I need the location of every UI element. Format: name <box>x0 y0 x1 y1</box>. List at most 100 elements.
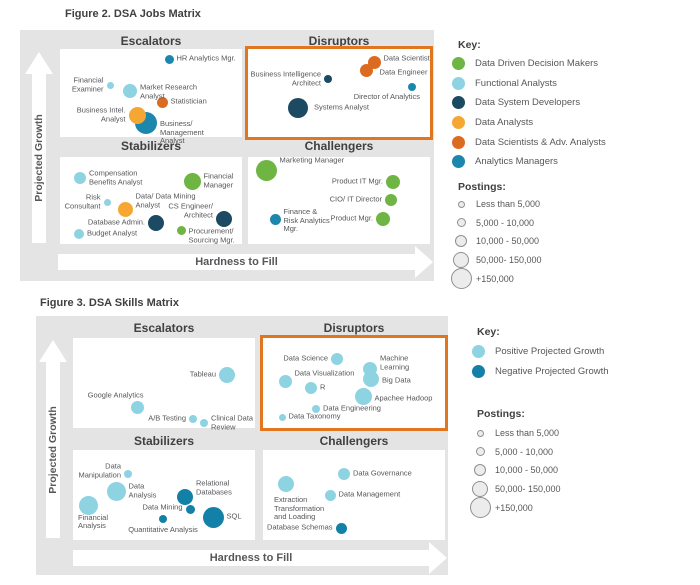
figure3-quadrant-box-stabilizers <box>73 450 255 540</box>
figure2-x-axis-arrow-icon <box>415 246 433 278</box>
key-item-label: Negative Projected Growth <box>495 365 609 377</box>
postings-item: 10,000 - 50,000 <box>469 461 561 480</box>
postings-size-cell <box>450 200 472 208</box>
figure3-quadrant-box-challengers <box>263 450 445 540</box>
postings-size-cell <box>469 447 491 457</box>
key-item-label: Data System Developers <box>475 97 581 109</box>
figure3-postings-list: Less than 5,000 5,000 - 10,000 10,000 - 50… <box>469 424 561 519</box>
figure3-quadrant-box-disruptors-highlighted <box>260 335 448 431</box>
figure3-y-axis-arrow-shaft <box>46 362 60 538</box>
figure3-y-axis-label: Projected Growth <box>47 406 59 494</box>
key-swatch-icon <box>452 135 465 149</box>
figure3-quadrant-title-stabilizers: Stabilizers <box>133 434 195 448</box>
postings-item-label: +150,000 <box>495 502 533 513</box>
postings-item-label: 10,000 - 50,000 <box>495 465 559 476</box>
figure2-quadrant-box-escalators <box>60 49 242 137</box>
postings-item-label: 50,000- 150,000 <box>495 484 561 495</box>
key-swatch-icon <box>452 116 465 130</box>
postings-item-label: Less than 5,000 <box>495 428 560 439</box>
figure2-key-list: Data Driven Decision Makers Functional An… <box>452 54 606 172</box>
figure3-quadrant-title-challengers: Challengers <box>319 434 389 448</box>
postings-item: Less than 5,000 <box>450 195 542 214</box>
key-item: Positive Projected Growth <box>472 342 609 362</box>
postings-size-cell <box>469 429 491 437</box>
postings-item-label: 10,000 - 50,000 <box>476 236 540 247</box>
postings-item: +150,000 <box>450 268 542 290</box>
postings-size-cell <box>450 235 472 248</box>
figure3-y-axis-arrow-icon <box>39 340 67 362</box>
figure2-y-axis-arrow-icon <box>25 52 53 74</box>
figure3-quadrant-title-escalators: Escalators <box>133 321 195 335</box>
postings-item-label: Less than 5,000 <box>476 199 541 210</box>
key-item-label: Data Driven Decision Makers <box>475 58 599 70</box>
postings-item: 50,000- 150,000 <box>450 251 542 270</box>
figure3-postings-title: Postings: <box>477 408 525 420</box>
postings-circle-icon <box>469 497 491 519</box>
key-item-label: Data Analysts <box>475 117 534 129</box>
key-item: Data Scientists & Adv. Analysts <box>452 132 606 152</box>
postings-circle-icon <box>472 481 488 498</box>
figure2-quadrant-title-stabilizers: Stabilizers <box>120 139 182 153</box>
key-item: Analytics Managers <box>452 152 606 172</box>
figure2-quadrant-box-disruptors-highlighted <box>245 46 433 140</box>
key-item-label: Positive Projected Growth <box>495 346 605 358</box>
key-item: Data Driven Decision Makers <box>452 54 606 74</box>
postings-item: +150,000 <box>469 497 561 519</box>
postings-circle-icon <box>476 429 484 437</box>
key-item: Data System Developers <box>452 93 606 113</box>
postings-item: 50,000- 150,000 <box>469 480 561 499</box>
figure3-matrix: Escalators Disruptors Stabilizers Challe… <box>36 316 448 575</box>
figure3-x-axis-arrow-icon <box>429 542 447 574</box>
postings-circle-icon <box>457 200 465 208</box>
figure2-x-axis-arrow-shaft <box>58 254 415 270</box>
postings-circle-icon <box>475 447 485 457</box>
figure3-key-title: Key: <box>477 326 500 338</box>
key-swatch-icon <box>472 345 485 359</box>
postings-circle-icon <box>453 252 469 269</box>
postings-size-cell <box>450 268 472 290</box>
key-swatch-icon <box>452 57 465 71</box>
key-item-label: Analytics Managers <box>475 156 558 168</box>
postings-size-cell <box>450 252 472 269</box>
postings-size-cell <box>450 218 472 228</box>
figure3-key-list: Positive Projected Growth Negative Projec… <box>472 342 609 381</box>
figure2-quadrant-title-disruptors: Disruptors <box>308 34 370 48</box>
figure2-postings-list: Less than 5,000 5,000 - 10,000 10,000 - 50… <box>450 195 542 290</box>
figure2-title: Figure 2. DSA Jobs Matrix <box>65 8 201 20</box>
postings-item: 5,000 - 10,000 <box>469 443 561 462</box>
figure2-matrix: Escalators Disruptors Stabilizers Challe… <box>20 30 434 281</box>
postings-item: 5,000 - 10,000 <box>450 214 542 233</box>
figure3-title: Figure 3. DSA Skills Matrix <box>40 297 179 309</box>
key-item: Negative Projected Growth <box>472 362 609 382</box>
postings-item-label: 50,000- 150,000 <box>476 255 542 266</box>
key-item-label: Functional Analysts <box>475 77 557 89</box>
postings-item-label: +150,000 <box>476 273 514 284</box>
figure2-quadrant-box-challengers <box>248 157 430 244</box>
key-swatch-icon <box>452 96 465 110</box>
figure2-quadrant-title-escalators: Escalators <box>120 34 182 48</box>
key-swatch-icon <box>472 364 485 378</box>
postings-circle-icon <box>474 464 486 477</box>
postings-item-label: 5,000 - 10,000 <box>476 217 535 228</box>
figure3-quadrant-title-disruptors: Disruptors <box>323 321 385 335</box>
figure3-x-axis-arrow-shaft <box>73 550 429 566</box>
figure2-y-axis-label: Projected Growth <box>33 114 45 202</box>
postings-circle-icon <box>455 235 467 248</box>
postings-size-cell <box>469 497 491 519</box>
postings-size-cell <box>469 464 491 477</box>
figure3-x-axis-label: Hardness to Fill <box>209 552 293 564</box>
key-swatch-icon <box>452 155 465 169</box>
key-item: Functional Analysts <box>452 74 606 94</box>
postings-item-label: 5,000 - 10,000 <box>495 446 554 457</box>
postings-item: Less than 5,000 <box>469 424 561 443</box>
figure2-key-title: Key: <box>458 39 481 51</box>
figure3-quadrant-box-escalators <box>73 338 255 428</box>
key-item-label: Data Scientists & Adv. Analysts <box>475 136 606 148</box>
key-item: Data Analysts <box>452 113 606 133</box>
figure2-postings-title: Postings: <box>458 181 506 193</box>
postings-size-cell <box>469 481 491 498</box>
figure2-quadrant-title-challengers: Challengers <box>304 139 374 153</box>
figure2-quadrant-box-stabilizers <box>60 157 242 244</box>
key-swatch-icon <box>452 76 465 90</box>
